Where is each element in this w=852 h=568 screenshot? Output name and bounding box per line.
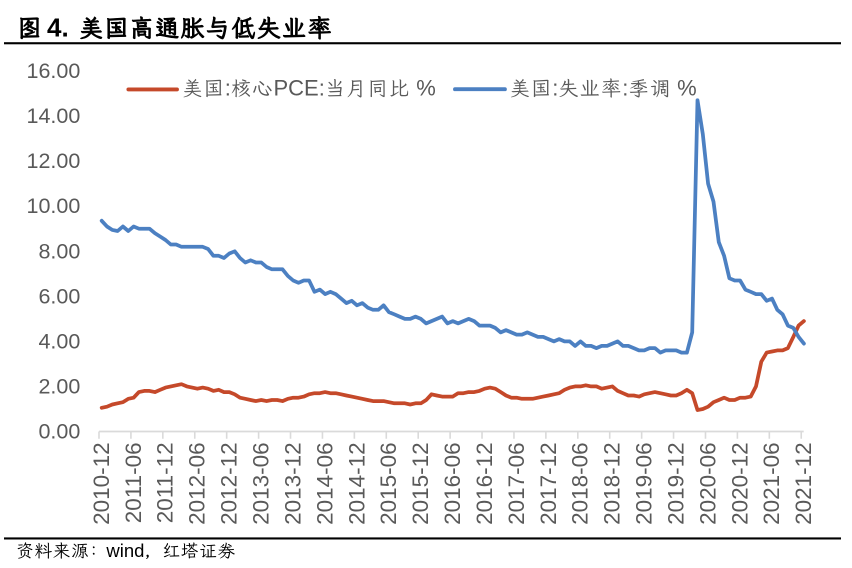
- svg-text:2013-06: 2013-06: [249, 442, 274, 525]
- svg-text:2021-12: 2021-12: [791, 442, 816, 525]
- svg-text:2014-12: 2014-12: [344, 442, 369, 525]
- svg-text:2015-06: 2015-06: [376, 442, 401, 525]
- svg-text:%: %: [416, 75, 436, 100]
- svg-text:PCE:: PCE:: [274, 75, 325, 100]
- svg-text:2010-12: 2010-12: [89, 442, 114, 525]
- svg-text::: :: [225, 75, 231, 100]
- svg-text::: :: [622, 75, 628, 100]
- svg-text:2019-12: 2019-12: [664, 442, 689, 525]
- svg-text:14.00: 14.00: [26, 104, 80, 128]
- svg-text:2017-06: 2017-06: [504, 442, 529, 525]
- svg-text:wind: wind: [105, 540, 144, 561]
- svg-text:2012-06: 2012-06: [185, 442, 210, 525]
- svg-text:2020-06: 2020-06: [695, 442, 720, 525]
- svg-text:2017-12: 2017-12: [536, 442, 561, 525]
- svg-text:%: %: [677, 75, 697, 100]
- svg-text:2020-12: 2020-12: [727, 442, 752, 525]
- svg-text:2013-12: 2013-12: [280, 442, 305, 525]
- svg-text:2012-12: 2012-12: [217, 442, 242, 525]
- svg-text:2.00: 2.00: [38, 374, 80, 398]
- svg-text:6.00: 6.00: [38, 284, 80, 308]
- svg-text:2015-12: 2015-12: [408, 442, 433, 525]
- svg-text:2011-06: 2011-06: [121, 442, 146, 523]
- svg-text:2019-06: 2019-06: [632, 442, 657, 525]
- svg-text:2021-06: 2021-06: [759, 442, 784, 525]
- svg-text:2016-12: 2016-12: [472, 442, 497, 525]
- svg-text::: :: [552, 75, 558, 100]
- svg-text:0.00: 0.00: [38, 420, 80, 444]
- svg-text:2018-12: 2018-12: [600, 442, 625, 525]
- svg-text:2014-06: 2014-06: [312, 442, 337, 525]
- svg-text:4.00: 4.00: [38, 329, 80, 353]
- svg-text:16.00: 16.00: [26, 59, 80, 83]
- svg-text:2011-12: 2011-12: [153, 442, 178, 523]
- svg-text:12.00: 12.00: [26, 149, 80, 173]
- svg-text:2018-06: 2018-06: [568, 442, 593, 525]
- svg-text:10.00: 10.00: [26, 194, 80, 218]
- svg-text:2016-06: 2016-06: [440, 442, 465, 525]
- svg-text:4.: 4.: [47, 12, 69, 42]
- svg-text:8.00: 8.00: [38, 239, 80, 263]
